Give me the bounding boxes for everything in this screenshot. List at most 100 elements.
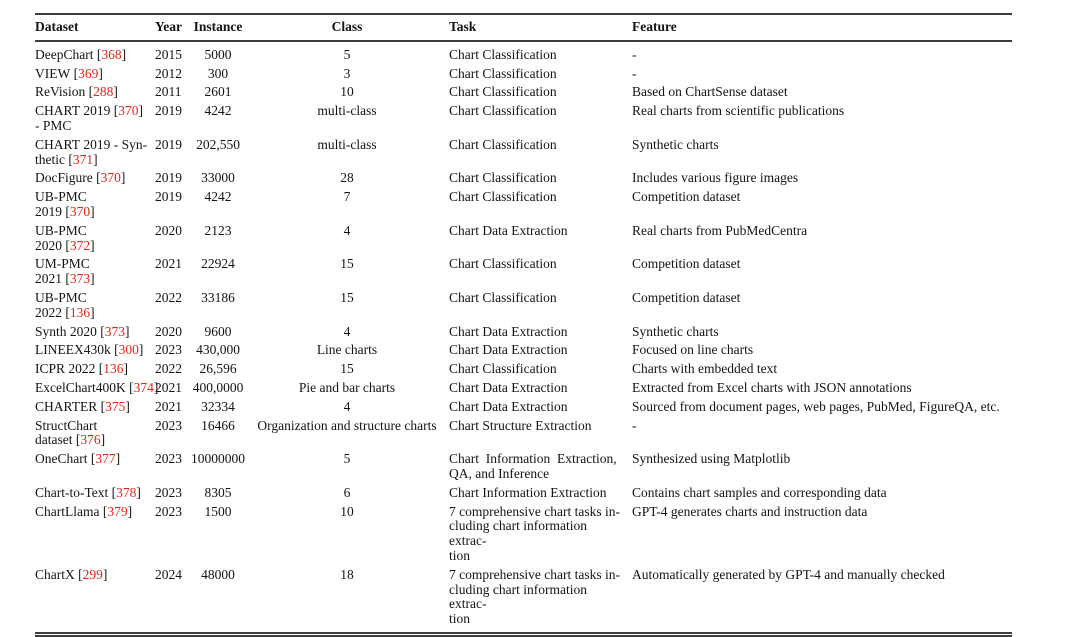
task-cell: Chart Data Extraction — [449, 342, 568, 358]
feature-cell: Synthesized using Matplotlib — [632, 451, 791, 467]
instance-cell: 300 — [207, 65, 229, 81]
feature-cell: - — [632, 65, 637, 81]
task-cell: Chart Classification — [449, 84, 557, 100]
instance-cell: 2123 — [204, 222, 232, 238]
dataset-name-tail: ] — [113, 84, 118, 100]
year-cell: 2019 — [155, 103, 182, 119]
citation-ref[interactable]: 300 — [118, 342, 139, 358]
table-row: VIEW [369] 2012 300 3 Chart Classificati… — [35, 65, 1012, 84]
dataset-cell: ReVision [288] — [35, 83, 155, 102]
dataset-cell: StructChart dataset [376] — [35, 417, 155, 451]
citation-ref[interactable]: 371 — [72, 151, 94, 167]
dataset-name-tail: ] — [125, 398, 130, 414]
task-cell: Chart Structure Extraction — [449, 417, 592, 433]
class-cell: 4 — [343, 398, 351, 414]
dataset-cell: VIEW [369] — [35, 65, 155, 84]
citation-ref[interactable]: 370 — [100, 170, 121, 186]
citation-ref[interactable]: 378 — [116, 484, 137, 500]
citation-ref[interactable]: 136 — [103, 361, 124, 377]
dataset-name-tail: ] — [98, 65, 103, 81]
dataset-name-tail: ] — [121, 46, 127, 62]
dataset-name: UB-PMC 2022 [ — [35, 289, 87, 320]
dataset-cell: UB-PMC 2020 [372] — [35, 222, 155, 256]
dataset-name: ChartX [ — [35, 566, 83, 582]
year-cell: 2012 — [155, 65, 182, 81]
dataset-cell: LINEEX430k [300] — [35, 341, 155, 360]
dataset-name-tail: ] — [136, 484, 141, 500]
citation-ref[interactable]: 372 — [69, 237, 91, 253]
task-cell: Chart Classification — [449, 103, 557, 119]
citation-ref[interactable]: 368 — [101, 46, 122, 62]
citation-ref[interactable]: 374 — [133, 379, 154, 395]
citation-ref[interactable]: 377 — [95, 451, 116, 467]
col-header-year: Year — [155, 14, 191, 42]
citation-ref[interactable]: 379 — [107, 503, 128, 519]
table-row: Synth 2020 [373] 2020 9600 4 Chart Data … — [35, 323, 1012, 342]
class-cell: 7 — [343, 189, 351, 205]
table-row: ChartX [299] 2024 48000 18 7 comprehensi… — [35, 566, 1012, 635]
table-row: CHARTER [375] 2021 32334 4 Chart Data Ex… — [35, 398, 1012, 417]
task-cell: Chart Classification — [449, 256, 557, 272]
dataset-name-tail: ] — [125, 323, 130, 339]
table-row: Chart-to-Text [378] 2023 8305 6 Chart In… — [35, 484, 1012, 503]
dataset-name: ICPR 2022 [ — [35, 361, 104, 377]
feature-cell: Competition dataset — [632, 256, 741, 272]
dataset-cell: ChartX [299] — [35, 566, 155, 635]
table-row: DeepChart [368] 2015 5000 5 Chart Classi… — [35, 41, 1012, 65]
citation-ref[interactable]: 376 — [80, 432, 101, 448]
citation-ref[interactable]: 375 — [105, 398, 126, 414]
feature-cell: Charts with embedded text — [632, 361, 778, 377]
datasets-table: Dataset Year Instance Class Task Feature… — [35, 13, 1012, 637]
dataset-name-tail: ] — [102, 566, 108, 582]
task-cell: Chart Classification — [449, 46, 557, 62]
dataset-name-tail: ] — [115, 451, 121, 467]
citation-ref[interactable]: 370 — [69, 203, 91, 219]
task-cell: Chart Classification — [449, 289, 557, 305]
class-cell: multi-class — [317, 103, 377, 119]
citation-ref[interactable]: 370 — [118, 103, 139, 119]
year-cell: 2023 — [155, 417, 182, 433]
dataset-name-tail: ] — [90, 271, 95, 287]
instance-cell: 4242 — [204, 189, 232, 205]
citation-ref[interactable]: 136 — [69, 304, 91, 320]
task-cell: 7 comprehensive chart tasks in- cluding … — [449, 566, 620, 627]
instance-cell: 8305 — [204, 484, 232, 500]
year-cell: 2019 — [155, 189, 182, 205]
instance-cell: 202,550 — [196, 136, 240, 152]
year-cell: 2015 — [155, 46, 182, 62]
citation-ref[interactable]: 369 — [78, 65, 99, 81]
dataset-name: CHART 2019 [ — [35, 103, 119, 119]
class-cell: Line charts — [316, 342, 378, 358]
feature-cell: Focused on line charts — [632, 342, 754, 358]
table-row: ReVision [288] 2011 2601 10 Chart Classi… — [35, 83, 1012, 102]
dataset-name: ExcelChart400K [ — [35, 379, 134, 395]
year-cell: 2021 — [155, 256, 182, 272]
year-cell: 2021 — [155, 398, 182, 414]
task-cell: Chart Information Extraction — [449, 484, 607, 500]
citation-ref[interactable]: 373 — [69, 271, 91, 287]
class-cell: 4 — [343, 323, 351, 339]
class-cell: 4 — [343, 222, 351, 238]
table-row: ChartLlama [379] 2023 1500 10 7 comprehe… — [35, 503, 1012, 566]
class-cell: 15 — [340, 256, 354, 272]
table-row: CHART 2019 [370] - PMC 2019 4242 multi-c… — [35, 102, 1012, 136]
citation-ref[interactable]: 299 — [82, 566, 103, 582]
task-cell: Chart Classification — [449, 189, 557, 205]
table-header-row: Dataset Year Instance Class Task Feature — [35, 14, 1012, 42]
dataset-cell: OneChart [377] — [35, 450, 155, 484]
table-row: ICPR 2022 [136] 2022 26,596 15 Chart Cla… — [35, 360, 1012, 379]
citation-ref[interactable]: 288 — [93, 84, 114, 100]
col-header-task: Task — [449, 14, 632, 42]
year-cell: 2022 — [155, 361, 182, 377]
citation-ref[interactable]: 373 — [104, 323, 126, 339]
dataset-name-tail: ] — [90, 304, 95, 320]
instance-cell: 48000 — [201, 566, 235, 582]
paper-table-region: Dataset Year Instance Class Task Feature… — [35, 13, 1012, 637]
task-cell: Chart Classification — [449, 65, 557, 81]
dataset-name-tail: ] - PMC — [35, 103, 143, 133]
instance-cell: 5000 — [204, 46, 232, 62]
task-cell: Chart Data Extraction — [449, 398, 568, 414]
year-cell: 2023 — [155, 451, 182, 467]
table-row: CHART 2019 - Syn- thetic [371] 2019 202,… — [35, 136, 1012, 170]
feature-cell: Contains chart samples and corresponding… — [632, 484, 887, 500]
